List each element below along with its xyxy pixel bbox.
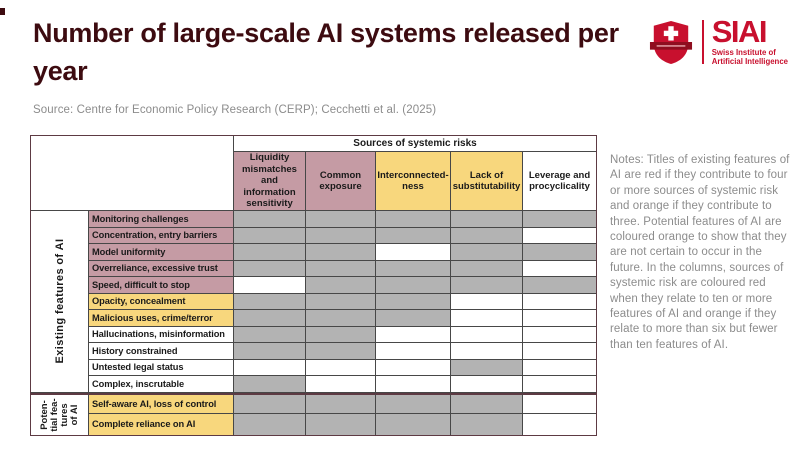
table-corner-cell	[31, 136, 234, 211]
column-header: Interconnected- ness	[376, 152, 451, 211]
matrix-cell	[523, 343, 596, 360]
matrix-cell	[234, 227, 306, 244]
matrix-cell	[306, 244, 376, 261]
section-label-text: Existing features of AI	[53, 238, 66, 364]
row-label: Self-aware AI, loss of control	[89, 392, 234, 414]
column-header: Liquidity mismatches and information sen…	[234, 152, 306, 211]
matrix-cell	[376, 343, 451, 360]
row-label: Model uniformity	[89, 244, 234, 261]
matrix-cell	[306, 326, 376, 343]
row-label: Speed, difficult to stop	[89, 277, 234, 294]
matrix-cell	[306, 359, 376, 376]
row-label: Malicious uses, crime/terror	[89, 310, 234, 327]
column-header: Common exposure	[306, 152, 376, 211]
matrix-cell	[523, 310, 596, 327]
row-label: Opacity, concealment	[89, 293, 234, 310]
matrix-cell	[451, 211, 523, 228]
matrix-cell	[523, 260, 596, 277]
matrix-cell	[376, 260, 451, 277]
matrix-cell	[376, 359, 451, 376]
row-label: Hallucinations, misinformation	[89, 326, 234, 343]
row-label: Complete reliance on AI	[89, 413, 234, 435]
matrix-cell	[306, 293, 376, 310]
matrix-cell	[234, 359, 306, 376]
matrix-cell	[234, 260, 306, 277]
row-label: Untested legal status	[89, 359, 234, 376]
matrix-cell	[376, 326, 451, 343]
matrix-cell	[234, 413, 306, 435]
matrix-cell	[234, 392, 306, 414]
matrix-cell	[451, 310, 523, 327]
matrix-cell	[451, 326, 523, 343]
matrix-cell	[523, 392, 596, 414]
section-label: Existing features of AI	[31, 211, 89, 393]
section-label-text: Poten- tial fea- tures of AI	[38, 397, 80, 432]
matrix-cell	[306, 260, 376, 277]
matrix-cell	[306, 277, 376, 294]
matrix-cell	[234, 343, 306, 360]
matrix-cell	[234, 293, 306, 310]
matrix-cell	[523, 376, 596, 393]
matrix-cell	[306, 376, 376, 393]
matrix-cell	[451, 343, 523, 360]
matrix-cell	[451, 376, 523, 393]
slide-corner-mark	[0, 8, 5, 15]
matrix-cell	[376, 277, 451, 294]
matrix-cell	[234, 244, 306, 261]
matrix-cell	[451, 260, 523, 277]
matrix-cell	[451, 244, 523, 261]
row-label: History constrained	[89, 343, 234, 360]
source-line: Source: Centre for Economic Policy Resea…	[33, 104, 437, 116]
matrix-cell	[306, 310, 376, 327]
matrix-cell	[376, 227, 451, 244]
logo-wordmark: SIAI	[711, 14, 768, 49]
matrix-cell	[451, 413, 523, 435]
logo-subtitle: Swiss Institute of Artificial Intelligen…	[711, 48, 788, 66]
siai-shield-icon	[649, 20, 692, 65]
matrix-cell	[376, 310, 451, 327]
matrix-cell	[523, 244, 596, 261]
matrix-cell	[376, 392, 451, 414]
matrix-cell	[523, 413, 596, 435]
matrix-cell	[451, 277, 523, 294]
matrix-cell	[523, 211, 596, 228]
matrix-cell	[451, 227, 523, 244]
matrix-cell	[234, 310, 306, 327]
column-header: Leverage and procyclicality	[523, 152, 596, 211]
matrix-cell	[234, 211, 306, 228]
row-label: Overreliance, excessive trust	[89, 260, 234, 277]
matrix-cell	[376, 244, 451, 261]
matrix-cell	[523, 277, 596, 294]
systemic-risk-matrix-table: Sources of systemic risks Liquidity misma…	[30, 135, 597, 436]
matrix-cell	[306, 211, 376, 228]
matrix-cell	[376, 376, 451, 393]
row-label: Concentration, entry barriers	[89, 227, 234, 244]
matrix-cell	[306, 392, 376, 414]
row-label: Monitoring challenges	[89, 211, 234, 228]
sources-of-risk-header: Sources of systemic risks	[234, 136, 596, 152]
matrix-cell	[376, 211, 451, 228]
logo-divider	[701, 20, 704, 64]
matrix-cell	[523, 326, 596, 343]
section-label: Poten- tial fea- tures of AI	[31, 392, 89, 435]
matrix-cell	[451, 359, 523, 376]
matrix-cell	[234, 376, 306, 393]
notes-text: Notes: Titles of existing features of AI…	[610, 154, 790, 351]
siai-logo: SIAI Swiss Institute of Artificial Intel…	[649, 14, 788, 66]
matrix-cell	[234, 326, 306, 343]
matrix-cell	[523, 359, 596, 376]
page-title: Number of large-scale AI systems release…	[33, 18, 619, 86]
matrix-cell	[306, 227, 376, 244]
matrix-cell	[376, 413, 451, 435]
row-label: Complex, inscrutable	[89, 376, 234, 393]
matrix-cell	[523, 227, 596, 244]
matrix-cell	[451, 392, 523, 414]
matrix-cell	[306, 413, 376, 435]
matrix-cell	[376, 293, 451, 310]
matrix-cell	[451, 293, 523, 310]
matrix-cell	[234, 277, 306, 294]
matrix-cell	[523, 293, 596, 310]
matrix-cell	[306, 343, 376, 360]
column-header: Lack of substitutability	[451, 152, 523, 211]
